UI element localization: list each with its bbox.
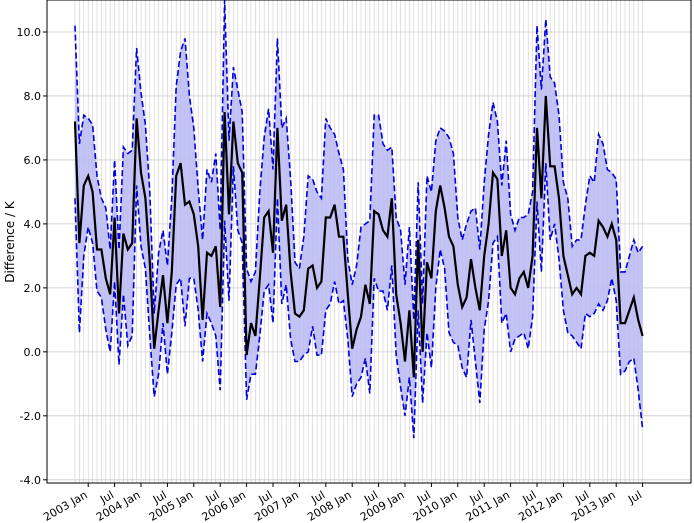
x-tick-label: Jul bbox=[361, 488, 380, 506]
x-tick-label: Jul bbox=[414, 488, 433, 506]
y-tick-label: -4.0 bbox=[20, 474, 41, 487]
x-tick-label: Jul bbox=[150, 488, 169, 506]
x-tick-label: Jul bbox=[308, 488, 327, 506]
upper-bound-line bbox=[74, 0, 644, 320]
x-tick-label: Jul bbox=[256, 488, 275, 506]
y-tick-label: 8.0 bbox=[24, 90, 42, 103]
x-tick-label: 2003 Jan bbox=[41, 488, 89, 523]
band-fill bbox=[75, 0, 643, 439]
y-tick-label: 2.0 bbox=[24, 282, 42, 295]
y-tick-label: 4.0 bbox=[24, 218, 42, 231]
x-tick-label: Jul bbox=[467, 488, 486, 506]
y-tick-label: 0.0 bbox=[24, 346, 42, 359]
x-tick-label: Jul bbox=[97, 488, 116, 506]
mean-line bbox=[73, 95, 644, 378]
x-tick-label: Jul bbox=[625, 488, 644, 506]
y-tick-label: -2.0 bbox=[20, 410, 41, 423]
x-tick-label: Jul bbox=[572, 488, 591, 506]
x-tick-label: Jul bbox=[520, 488, 539, 506]
plot-frame bbox=[46, 0, 692, 484]
series-lines bbox=[73, 0, 644, 439]
y-tick-label: 10.0 bbox=[17, 26, 42, 39]
x-tick-label: Jul bbox=[203, 488, 222, 506]
y-axis-label: Difference / K bbox=[3, 200, 17, 283]
confidence-band bbox=[75, 0, 643, 439]
lower-bound-line bbox=[74, 163, 644, 439]
y-tick-label: 6.0 bbox=[24, 154, 42, 167]
y-axis: -4.0 -2.0 0.0 2.0 4.0 6.0 8.0 10.0 bbox=[17, 26, 47, 487]
